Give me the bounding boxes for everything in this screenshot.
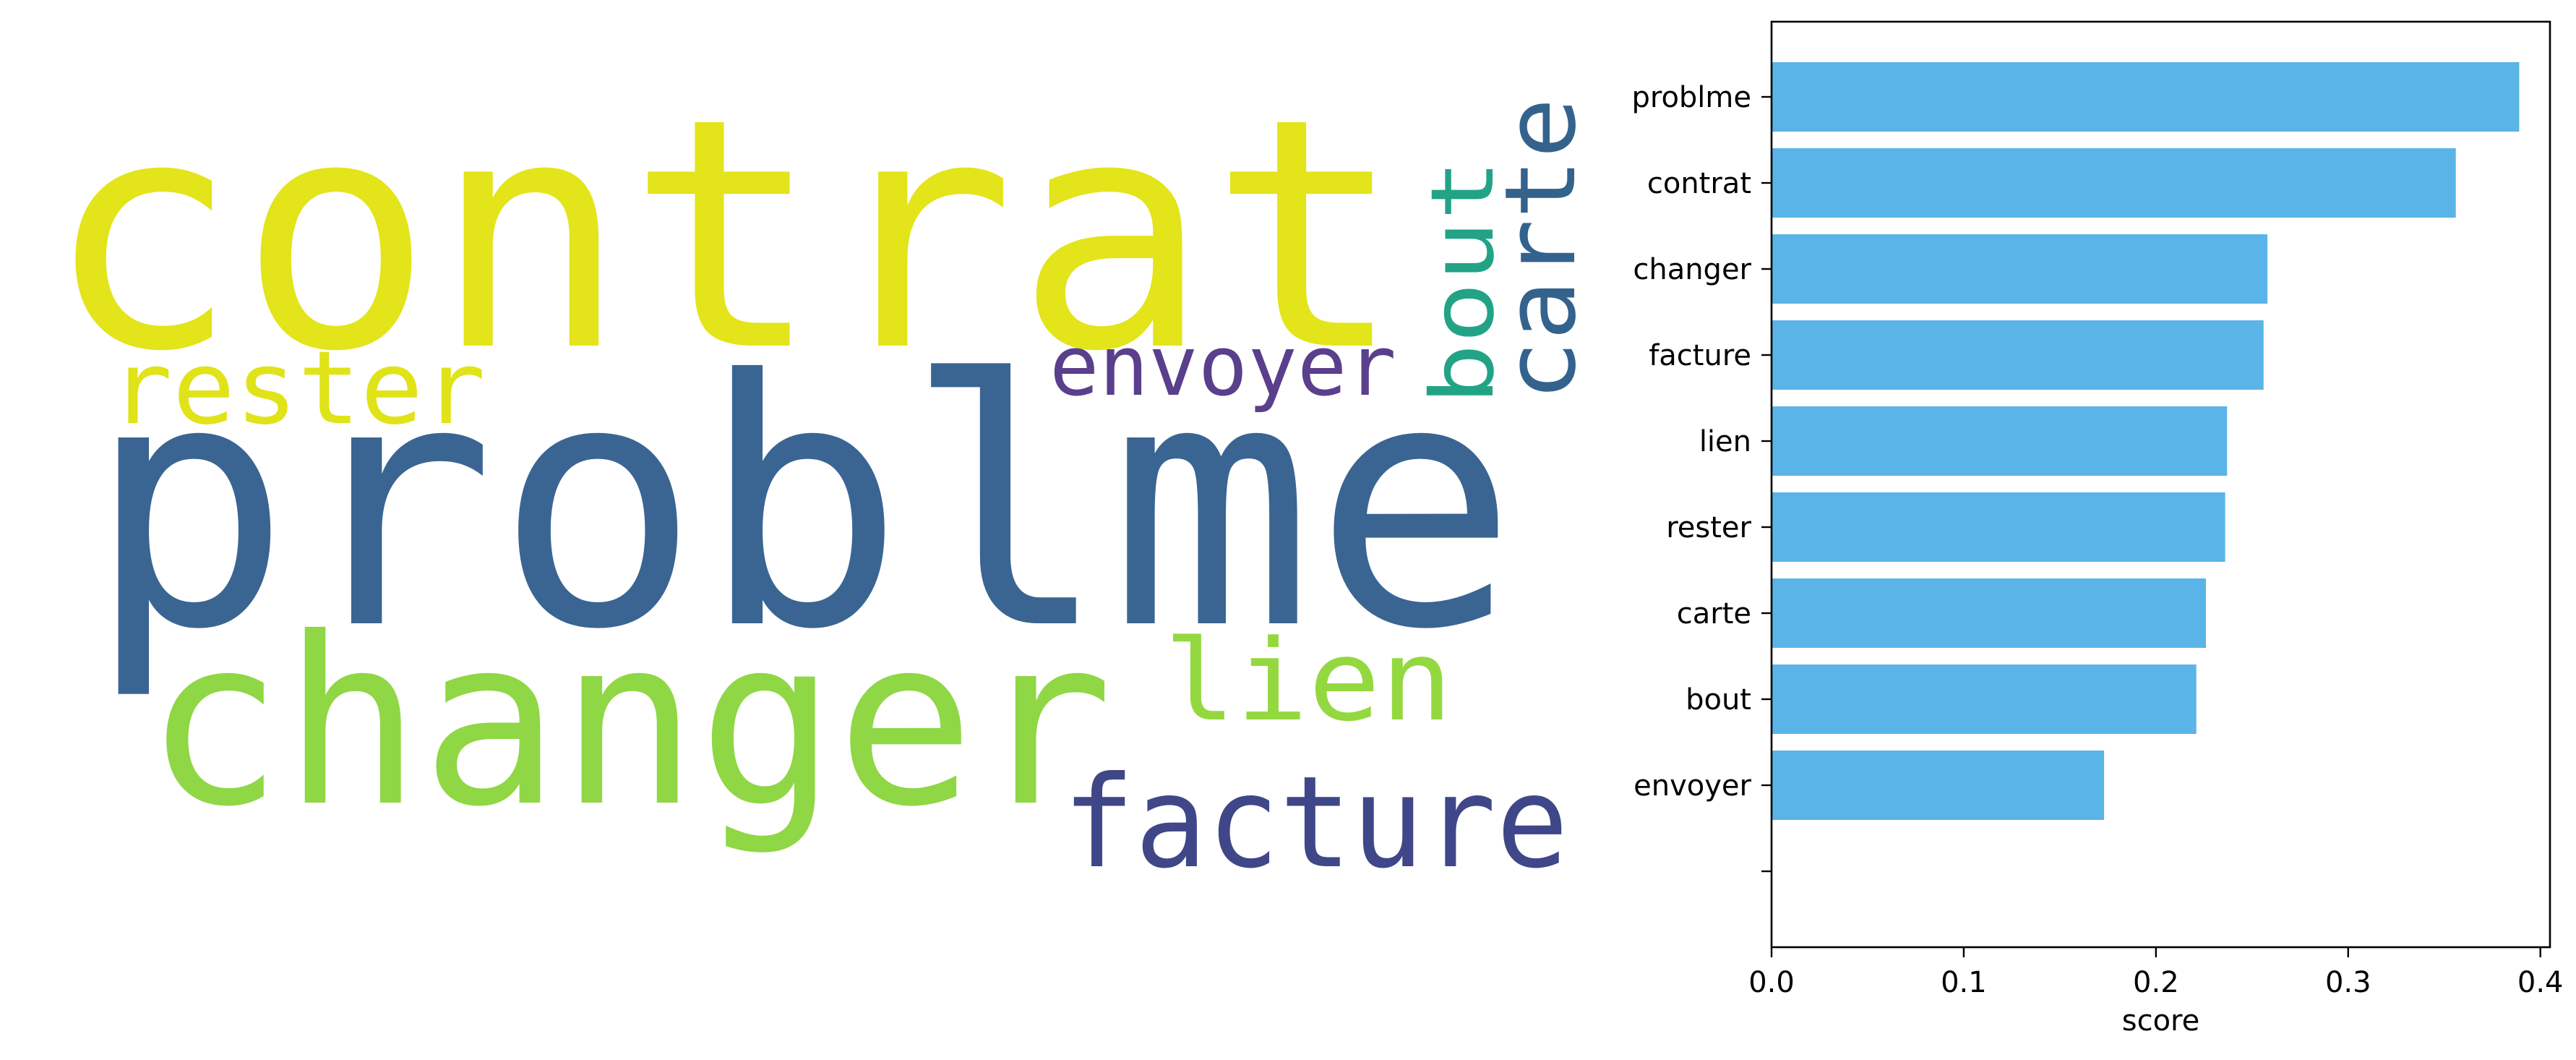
word-cloud-word-changer: changer [145,589,1113,858]
word-cloud-word-lien: lien [1164,615,1453,746]
bar-facture [1772,320,2264,390]
word-cloud-word-facture: facture [1062,750,1568,897]
x-tick-label-0.3: 0.3 [2325,966,2371,999]
word-cloud-word-problme: problme [87,308,1518,704]
bar-rester [1772,492,2225,562]
bar-bout [1772,664,2197,734]
bar-carte [1772,578,2206,648]
y-tick-label-changer: changer [1633,253,1751,286]
bars [1772,62,2520,820]
word-cloud-word-envoyer: envoyer [1049,318,1396,415]
x-axis-ticks: 0.0 0.1 0.2 0.3 0.4 [1748,947,2564,999]
x-tick-label-0.4: 0.4 [2517,966,2564,999]
word-cloud-word-rester: rester [110,330,486,448]
word-cloud-word-bout: bout [1413,159,1514,405]
bar-problme [1772,62,2520,132]
x-tick-label-0.2: 0.2 [2133,966,2179,999]
y-tick-label-lien: lien [1699,425,1751,458]
y-tick-label-problme: problme [1631,81,1751,114]
x-tick-label-0.1: 0.1 [1941,966,1987,999]
word-cloud-word-contrat: contrat [45,51,1404,421]
bar-chart: problme contrat changer facture lien rester ca… [1631,20,2564,1038]
word-cloud-word-carte: carte [1484,98,1590,401]
plot-frame [1770,20,2551,949]
bar-envoyer [1772,751,2105,820]
y-tick-label-bout: bout [1686,683,1751,717]
y-tick-label-carte: carte [1677,597,1751,631]
y-axis-ticks: problme contrat changer facture lien rester ca… [1631,81,1772,873]
bar-lien [1772,406,2228,476]
y-tick-label-facture: facture [1649,339,1751,372]
x-tick-label-0.0: 0.0 [1748,966,1795,999]
y-tick-label-rester: rester [1666,511,1751,544]
bar-contrat [1772,148,2456,218]
x-axis-label: score [2122,1004,2199,1038]
y-tick-label-contrat: contrat [1647,167,1751,200]
y-tick-label-envoyer: envoyer [1633,769,1751,803]
bar-changer [1772,234,2268,304]
